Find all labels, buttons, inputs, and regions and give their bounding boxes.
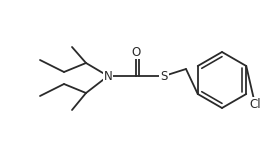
Text: O: O	[131, 46, 141, 59]
Text: N: N	[104, 70, 112, 82]
Text: S: S	[160, 70, 168, 82]
Text: Cl: Cl	[249, 97, 261, 111]
